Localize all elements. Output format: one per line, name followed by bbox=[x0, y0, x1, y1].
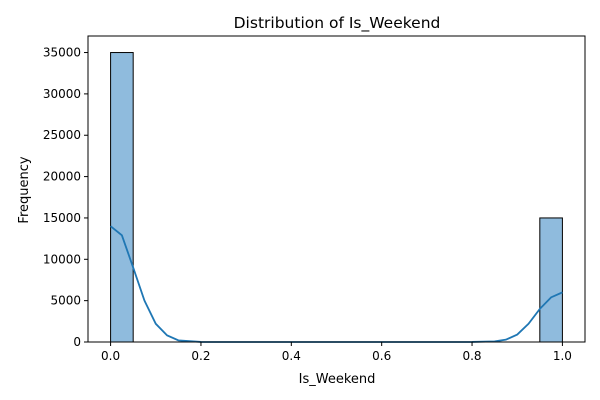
chart-title: Distribution of Is_Weekend bbox=[234, 14, 441, 33]
x-tick-label: 0.2 bbox=[191, 349, 210, 363]
x-tick-label: 0.6 bbox=[372, 349, 391, 363]
y-tick-label: 10000 bbox=[43, 252, 81, 266]
histogram-bar-0 bbox=[110, 52, 134, 343]
y-axis-ticks: 0 5000 10000 15000 20000 25000 30000 35000 bbox=[43, 46, 88, 349]
x-tick-label: 0.8 bbox=[462, 349, 481, 363]
plot-frame bbox=[87, 35, 586, 343]
y-tick-label: 25000 bbox=[43, 128, 81, 142]
x-tick-label: 0.0 bbox=[101, 349, 120, 363]
y-tick-label: 30000 bbox=[43, 87, 81, 101]
y-tick-label: 5000 bbox=[50, 294, 81, 308]
x-axis-ticks: 0.0 0.2 0.4 0.6 0.8 1.0 bbox=[101, 342, 572, 363]
histogram-bars bbox=[110, 52, 563, 343]
x-tick-label: 1.0 bbox=[553, 349, 572, 363]
y-tick-label: 0 bbox=[73, 335, 81, 349]
y-axis-label: Frequency bbox=[17, 156, 32, 223]
histogram-bar-1 bbox=[539, 217, 563, 343]
x-axis-label: Is_Weekend bbox=[299, 372, 376, 387]
y-tick-label: 20000 bbox=[43, 170, 81, 184]
y-tick-label: 35000 bbox=[43, 46, 81, 60]
x-tick-label: 0.4 bbox=[282, 349, 301, 363]
y-tick-label: 15000 bbox=[43, 211, 81, 225]
